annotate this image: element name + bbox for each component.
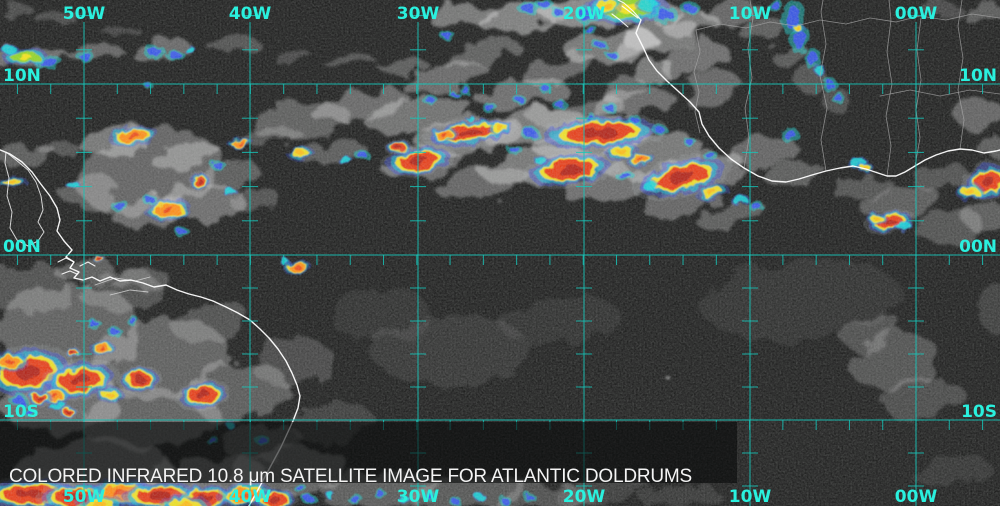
caption-title: COLORED INFRARED 10.8 μm SATELLITE IMAGE… <box>9 466 693 487</box>
lon-label-top-00W: 00W <box>895 4 938 24</box>
lat-label-right-10S: 10S <box>961 402 997 422</box>
caption-overlay: COLORED INFRARED 10.8 μm SATELLITE IMAGE… <box>0 422 737 487</box>
lon-label-bottom-30W: 30W <box>397 487 440 506</box>
lon-label-top-50W: 50W <box>63 4 106 24</box>
south-america-coastline <box>0 149 301 506</box>
river <box>109 289 149 296</box>
country-border <box>693 29 701 134</box>
lat-label-left-10N: 10N <box>3 66 41 86</box>
country-border <box>914 17 922 167</box>
country-border <box>957 0 965 150</box>
lon-label-top-40W: 40W <box>229 4 272 24</box>
amazon-delta-island <box>79 261 96 267</box>
grid-labels: 50W 50W 40W 40W 30W 30W 20W 20W 10W 10W 00W 00W 10N 1… <box>3 4 997 506</box>
lat-label-left-10S: 10S <box>3 402 39 422</box>
lat-label-left-00N: 00N <box>3 237 41 257</box>
country-border <box>695 13 1000 31</box>
country-border <box>819 0 828 172</box>
africa-coastline <box>635 19 1000 183</box>
country-border <box>879 89 1000 97</box>
lon-label-bottom-10W: 10W <box>729 487 772 506</box>
lon-label-top-10W: 10W <box>729 4 772 24</box>
lon-label-bottom-00W: 00W <box>895 487 938 506</box>
lon-label-bottom-50W: 50W <box>63 487 106 506</box>
lon-label-bottom-20W: 20W <box>563 487 606 506</box>
amazon-delta-island <box>57 257 75 269</box>
guiana-river-loop <box>4 151 45 247</box>
africa-coast-detail <box>617 0 642 21</box>
lon-label-bottom-40W: 40W <box>229 487 272 506</box>
lat-label-right-00N: 00N <box>959 237 997 257</box>
amazon-delta-island <box>61 270 78 275</box>
lon-label-top-30W: 30W <box>397 4 440 24</box>
river <box>94 276 151 286</box>
africa-coast-detail <box>611 13 629 28</box>
lon-label-top-20W: 20W <box>563 4 606 24</box>
grid-layer <box>0 15 1000 506</box>
country-border <box>743 0 754 169</box>
lat-label-right-10N: 10N <box>959 66 997 86</box>
africa-coast-detail <box>621 5 639 19</box>
